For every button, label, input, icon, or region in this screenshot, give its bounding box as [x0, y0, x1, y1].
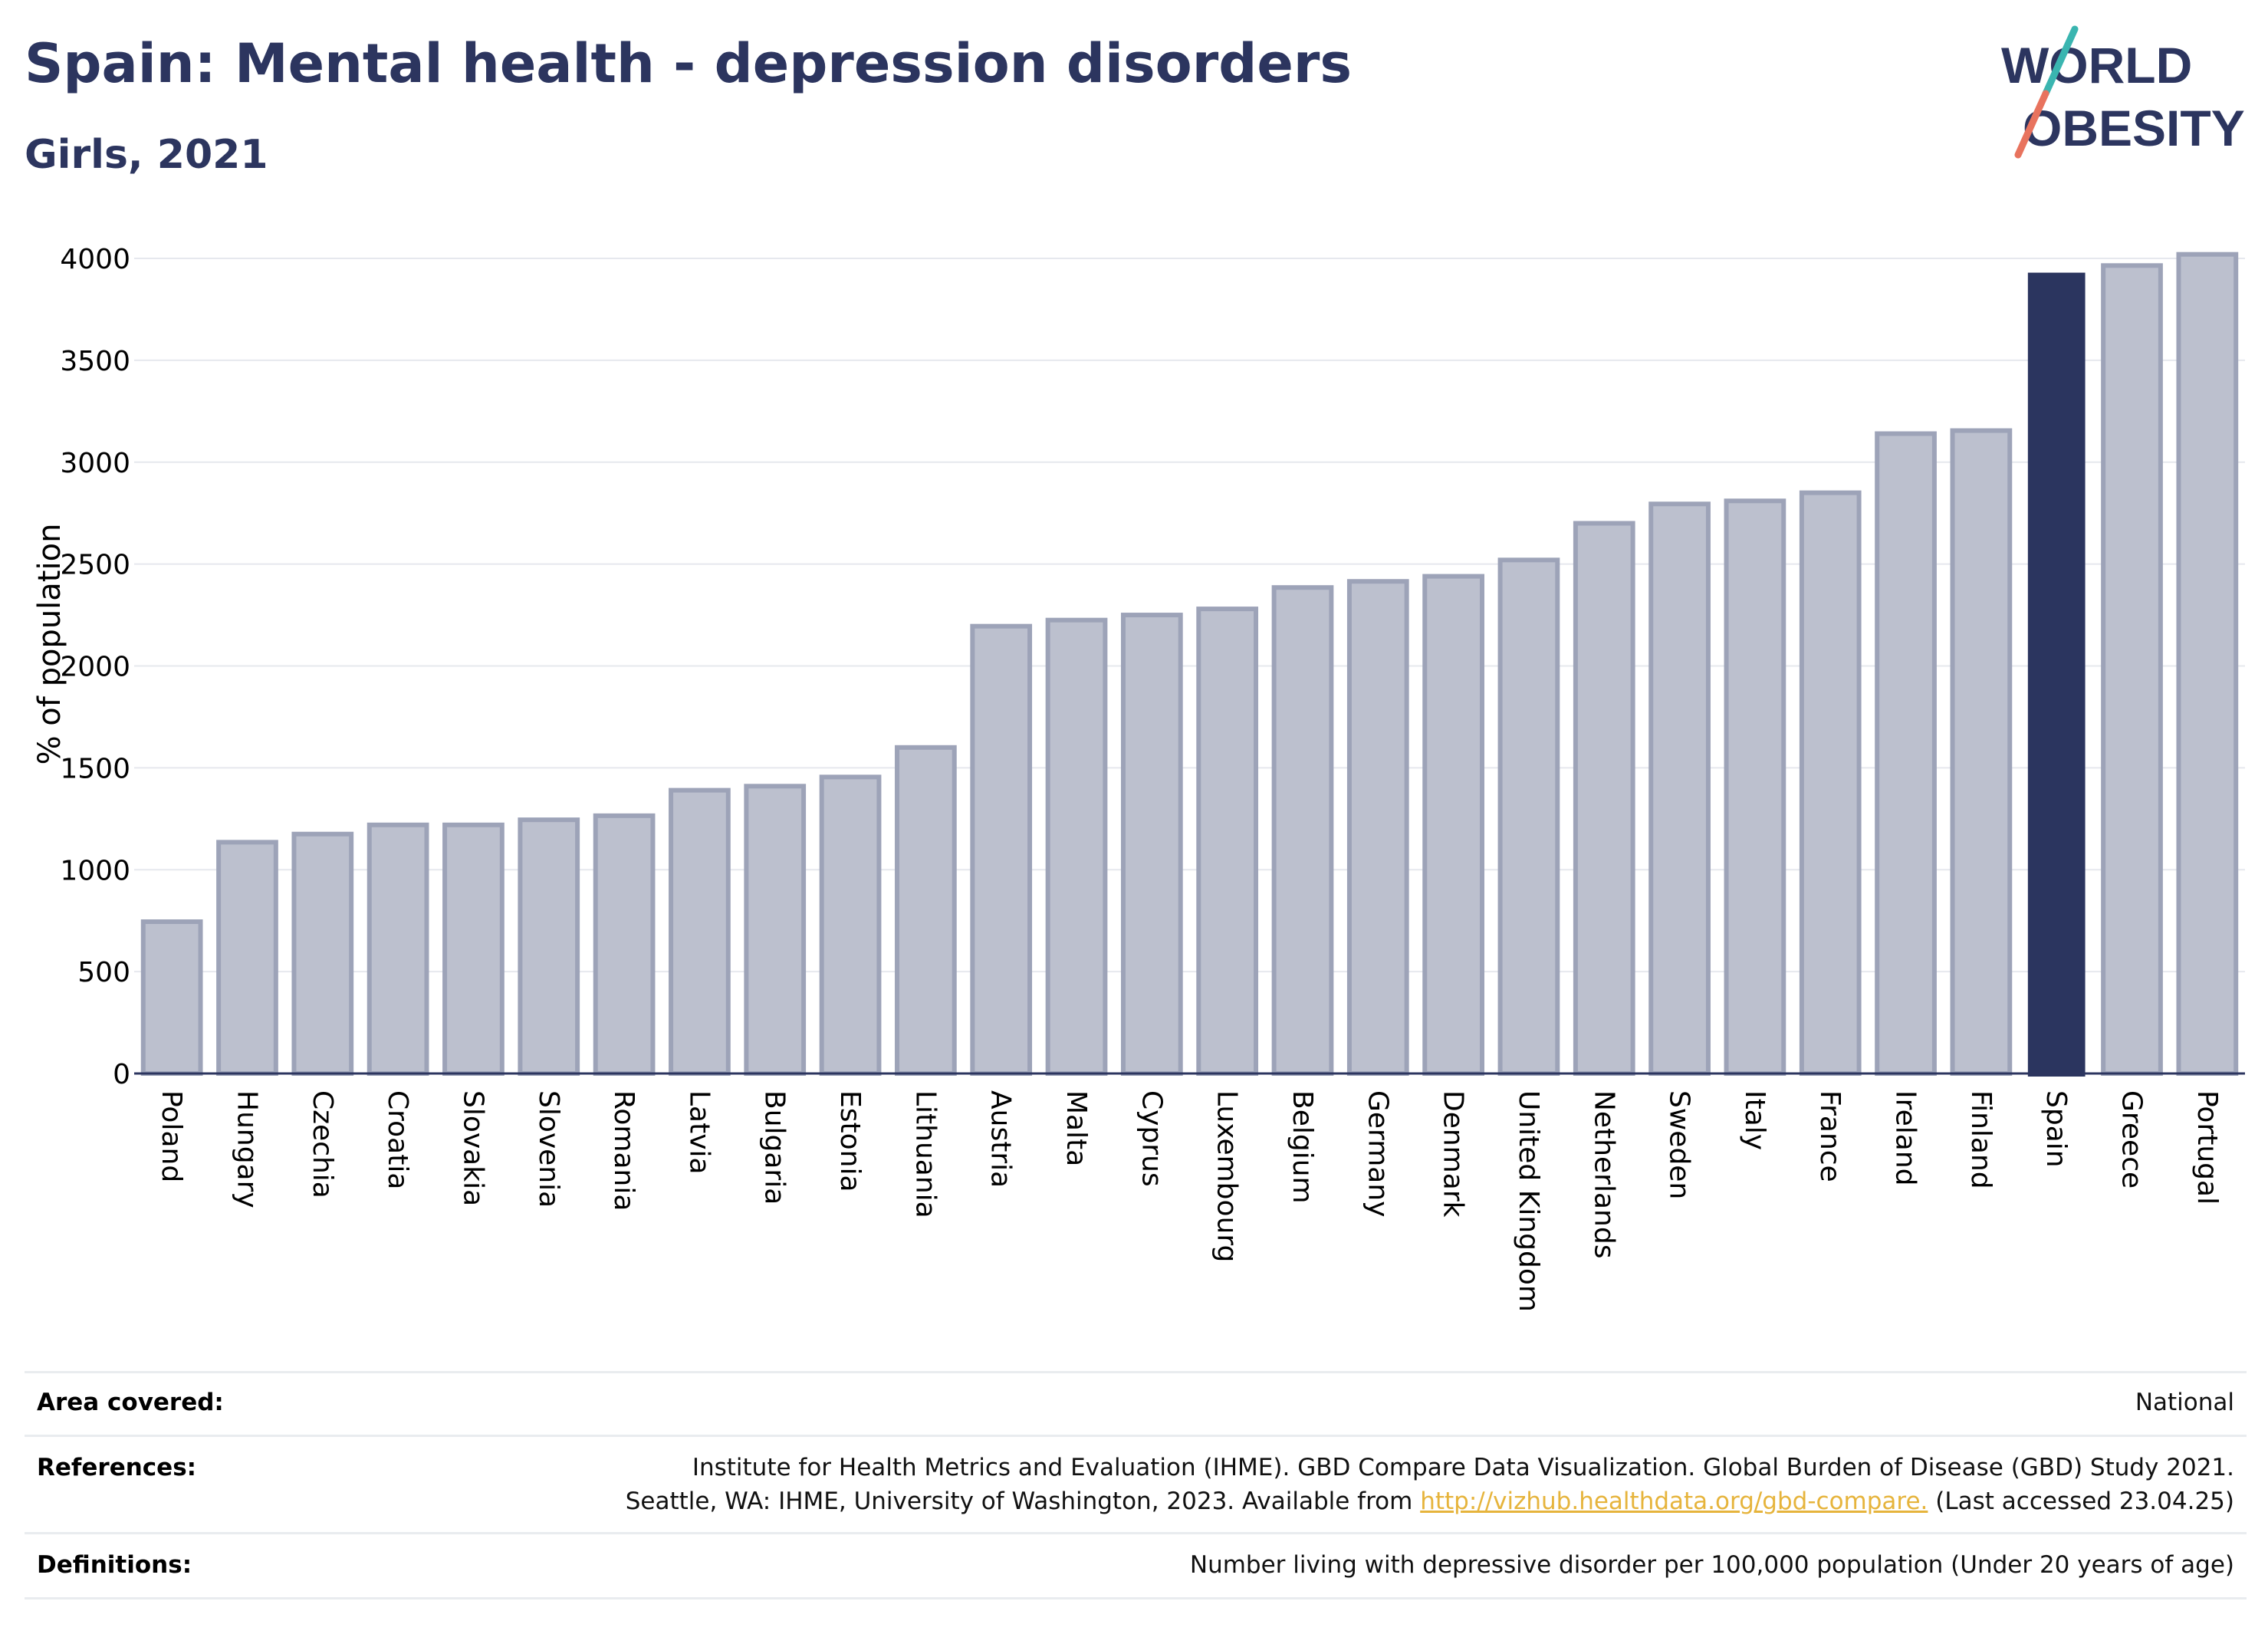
chart-subtitle: Girls, 2021 [25, 132, 268, 178]
area-covered-label: Area covered: [37, 1389, 224, 1416]
x-tick-label: Portugal [2191, 1090, 2223, 1205]
bar-netherlands [1573, 521, 1635, 1076]
y-tick-label: 1500 [60, 753, 130, 784]
bar-luxembourg [1196, 607, 1259, 1076]
svg-text:OBESITY: OBESITY [2023, 100, 2245, 156]
x-tick-label: Hungary [231, 1090, 262, 1208]
bar-cyprus [1120, 613, 1183, 1076]
bar-france [1799, 490, 1862, 1076]
bar-poland [140, 919, 203, 1076]
y-tick-label: 0 [113, 1059, 130, 1090]
bar-denmark [1422, 574, 1484, 1076]
y-tick-label: 3000 [60, 448, 130, 479]
bar-austria [970, 623, 1033, 1076]
bar-czechia [291, 831, 354, 1077]
x-tick-label: United Kingdom [1513, 1090, 1544, 1312]
bar-hungary [216, 840, 278, 1077]
references-value: Institute for Health Metrics and Evaluat… [626, 1451, 2234, 1518]
x-tick-label: Italy [1739, 1090, 1770, 1150]
bar-latvia [669, 787, 731, 1077]
references-link[interactable]: http://vizhub.healthdata.org/gbd-compare… [1420, 1488, 1928, 1515]
info-table: Area covered: National References: Insti… [25, 1371, 2247, 1599]
references-line2: Seattle, WA: IHME, University of Washing… [626, 1484, 2234, 1518]
x-tick-label: Latvia [683, 1090, 715, 1175]
bar-croatia [366, 822, 429, 1077]
bar-greece [2101, 263, 2163, 1076]
x-tick-label: Greece [2116, 1090, 2148, 1189]
bar-lithuania [895, 745, 957, 1076]
bar-slovakia [442, 822, 505, 1077]
y-tick-label: 500 [77, 957, 130, 988]
x-tick-label: Germany [1362, 1090, 1393, 1217]
y-tick-label: 4000 [60, 244, 130, 275]
bar-malta [1045, 617, 1108, 1076]
y-tick-label: 2500 [60, 550, 130, 581]
bar-sweden [1648, 501, 1711, 1076]
references-text: Seattle, WA: IHME, University of Washing… [625, 1488, 1421, 1515]
bar-romania [593, 813, 656, 1077]
x-tick-label: Finland [1965, 1090, 1997, 1189]
x-tick-label: Luxembourg [1211, 1090, 1243, 1262]
bar-germany [1346, 579, 1409, 1076]
bar-slovenia [518, 817, 580, 1076]
x-tick-label: Bulgaria [759, 1090, 791, 1205]
definitions-label: Definitions: [37, 1551, 192, 1579]
area-covered-row: Area covered: National [25, 1371, 2247, 1435]
x-axis-ticks: Poland Hungary Czechia Croatia Slovakia Slove… [156, 1090, 2223, 1312]
x-tick-label: Spain [2040, 1090, 2072, 1168]
x-tick-label: Slovenia [533, 1090, 564, 1208]
y-tick-label: 3500 [60, 346, 130, 377]
area-covered-value: National [2135, 1389, 2234, 1416]
x-tick-label: Slovakia [457, 1090, 488, 1206]
x-tick-label: Ireland [1890, 1090, 1921, 1186]
x-tick-label: Austria [985, 1090, 1017, 1188]
bar-bulgaria [744, 784, 807, 1076]
x-tick-label: Cyprus [1136, 1090, 1167, 1187]
world-obesity-logo: WORLD OBESITY [2001, 25, 2245, 159]
bar-ireland [1875, 431, 1937, 1076]
x-tick-label: Estonia [834, 1090, 866, 1192]
x-tick-label: Malta [1060, 1090, 1092, 1166]
x-tick-label: Netherlands [1588, 1090, 1619, 1258]
bar-italy [1724, 498, 1786, 1076]
references-line1: Institute for Health Metrics and Evaluat… [692, 1454, 2234, 1481]
svg-text:WORLD: WORLD [2001, 37, 2192, 94]
bar-united-kingdom [1497, 557, 1560, 1076]
bar-chart: 0 500 1000 1500 2000 2500 3000 3500 4000 Poland H… [32, 244, 2245, 1312]
references-row: References: Institute for Health Metrics… [25, 1435, 2247, 1532]
bar-finland [1950, 428, 2013, 1076]
x-tick-label: France [1814, 1090, 1846, 1182]
y-axis-ticks: 0 500 1000 1500 2000 2500 3000 3500 4000 [60, 244, 130, 1090]
x-tick-label: Croatia [382, 1090, 413, 1189]
references-label: References: [37, 1454, 197, 1481]
x-tick-label: Czechia [307, 1090, 338, 1198]
bar-estonia [819, 774, 882, 1076]
y-tick-label: 1000 [60, 855, 130, 886]
x-tick-label: Belgium [1287, 1090, 1318, 1204]
definitions-row: Definitions: Number living with depressi… [25, 1532, 2247, 1599]
bars [140, 252, 2239, 1077]
x-tick-label: Romania [608, 1090, 639, 1211]
x-tick-label: Poland [156, 1090, 187, 1182]
y-axis-label: % of population [32, 524, 67, 765]
x-tick-label: Sweden [1664, 1090, 1695, 1199]
definitions-value: Number living with depressive disorder p… [1189, 1551, 2234, 1579]
chart-title: Spain: Mental health - depression disord… [25, 32, 1353, 95]
references-accessed: (Last accessed 23.04.25) [1928, 1488, 2234, 1515]
bar-portugal [2176, 252, 2239, 1076]
x-tick-label: Denmark [1438, 1090, 1469, 1218]
bar-belgium [1271, 585, 1334, 1076]
y-tick-label: 2000 [60, 652, 130, 683]
bar-spain [2027, 272, 2086, 1077]
x-tick-label: Lithuania [909, 1090, 941, 1218]
